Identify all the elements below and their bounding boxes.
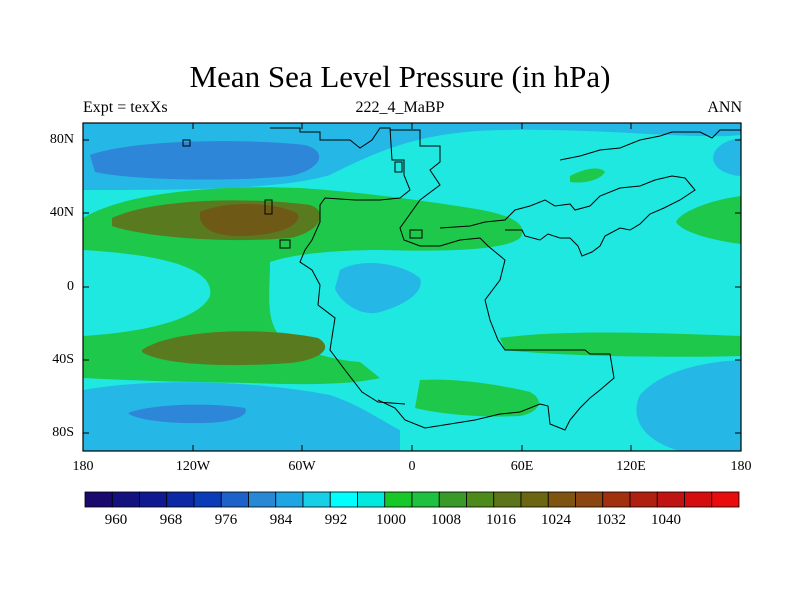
colorbar-box [684, 491, 713, 508]
colorbar-label: 1016 [486, 512, 516, 528]
lon-label-120w: 120W [175, 459, 211, 474]
south-mid-band [83, 382, 400, 451]
period-label: 222_4_MaBP [355, 99, 445, 116]
lat-label-80n: 80N [49, 132, 74, 147]
north-asia-outline [559, 129, 741, 161]
experiment-label: Expt = texXs [83, 99, 168, 116]
asia-outline [439, 175, 696, 257]
coastlines [182, 127, 741, 431]
colorbar-label: 1024 [541, 512, 571, 528]
colorbar-box [248, 491, 277, 508]
lon-label-0: 0 [408, 459, 416, 474]
lat-label-40s: 40S [52, 352, 74, 367]
americas-outline [182, 127, 411, 405]
colorbar-label: 976 [214, 512, 238, 528]
colorbar-box [302, 491, 331, 508]
colorbar-box [275, 491, 304, 508]
lat-label-80s: 80S [52, 425, 74, 440]
asia-green [570, 168, 605, 183]
lon-label-120e: 120E [616, 459, 646, 474]
lon-label-180-east: 180 [730, 459, 752, 474]
north-brown-center [199, 203, 299, 236]
colorbar-box [493, 491, 522, 508]
equatorial-mid [335, 263, 421, 314]
colorbar-box [629, 491, 658, 508]
colorbar-box [357, 491, 386, 508]
lon-label-60w: 60W [288, 459, 316, 474]
lat-label-40n: 40N [49, 205, 74, 220]
map-title: Mean Sea Level Pressure (in hPa) [189, 59, 611, 94]
colorbar-box [466, 491, 495, 508]
colorbar-box [575, 491, 604, 508]
east-pacific-green [676, 196, 741, 244]
pressure-field [83, 123, 741, 451]
europe-inset-outline [264, 161, 423, 249]
colorbar-box [84, 491, 113, 508]
colorbar-box [438, 491, 467, 508]
lat-label-0: 0 [67, 279, 74, 294]
colorbar-box [193, 491, 222, 508]
colorbar-box [411, 491, 440, 508]
colorbar [84, 491, 740, 508]
southern-hemisphere-green-band [415, 379, 539, 417]
colorbar-box [520, 491, 549, 508]
colorbar-label: 1000 [376, 512, 406, 528]
south-olive [142, 331, 326, 366]
colorbar-box [656, 491, 685, 508]
colorbar-box [139, 491, 168, 508]
colorbar-label: 992 [324, 512, 348, 528]
colorbar-label: 968 [159, 512, 183, 528]
colorbar-box [111, 491, 140, 508]
north-east-mid [713, 138, 741, 176]
europe-africa-outline [377, 129, 615, 431]
season-label: ANN [707, 99, 742, 116]
colorbar-box [547, 491, 576, 508]
colorbar-label: 1008 [431, 512, 461, 528]
colorbar-box [711, 491, 740, 508]
colorbar-box [602, 491, 631, 508]
colorbar-label: 1032 [596, 512, 626, 528]
colorbar-box [220, 491, 249, 508]
axis-ticks [82, 123, 742, 451]
colorbar-box [384, 491, 413, 508]
lon-label-180-west: 180 [72, 459, 94, 474]
south-pacific-mid [636, 360, 741, 451]
south-low-center [128, 404, 246, 424]
colorbar-box [166, 491, 195, 508]
north-low-center [90, 141, 320, 180]
colorbar-label: 984 [269, 512, 293, 528]
colorbar-box [329, 491, 358, 508]
colorbar-label: 960 [104, 512, 128, 528]
lon-label-60e: 60E [510, 459, 534, 474]
indian-ocean-green [500, 332, 741, 357]
colorbar-label: 1040 [651, 512, 681, 528]
